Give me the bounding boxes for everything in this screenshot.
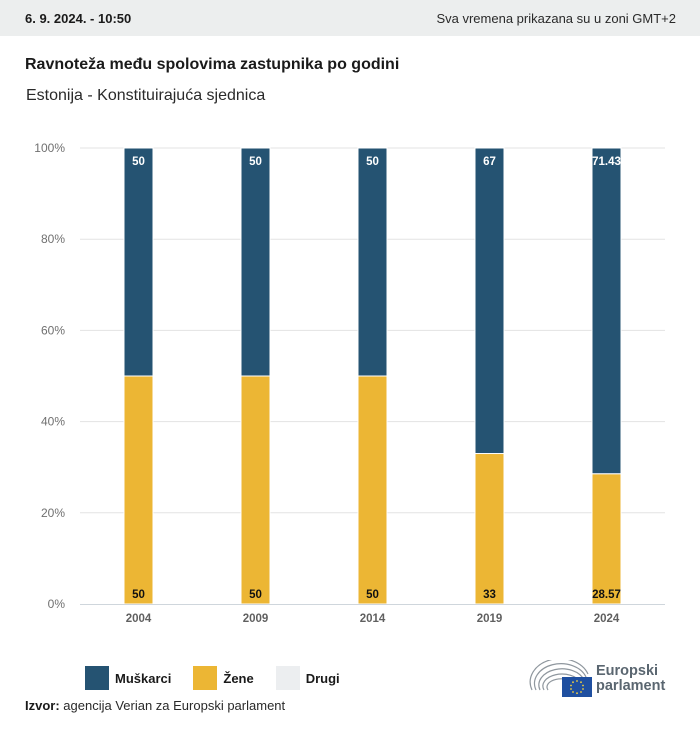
x-axis: 2004 2009 2014 2019 2024	[80, 604, 665, 625]
bar-segment-women	[240, 375, 271, 605]
x-tick-label: 2004	[126, 613, 152, 625]
data-label-women: 28.57	[592, 589, 621, 601]
bars	[123, 147, 622, 605]
legend-label: Žene	[223, 670, 254, 686]
x-tick-label: 2009	[243, 613, 269, 625]
legend-item-women[interactable]: Žene	[193, 666, 254, 690]
bar-segment-women	[123, 375, 154, 605]
source-note: Izvor: agencija Verian za Europski parla…	[25, 698, 285, 713]
x-tick-label: 2024	[594, 613, 620, 625]
parliament-hemicycle-icon	[529, 660, 592, 697]
legend-item-men[interactable]: Muškarci	[85, 666, 171, 690]
logo-line-2: parlament	[596, 678, 666, 694]
y-tick-label: 60%	[41, 323, 65, 337]
data-label-men: 71.43	[592, 156, 621, 168]
logo-text: Europski parlament	[596, 664, 665, 694]
legend-swatch-other	[275, 666, 300, 690]
top-bar: 6. 9. 2024. - 10:50 Sva vremena prikazan…	[0, 0, 700, 36]
y-tick-label: 0%	[48, 597, 66, 611]
bar-segment-women	[474, 453, 505, 605]
timestamp: 6. 9. 2024. - 10:50	[25, 10, 132, 26]
bar-segment-men	[240, 147, 271, 377]
bar-segment-men	[474, 147, 505, 455]
data-label-women: 50	[249, 589, 262, 601]
y-tick-label: 20%	[41, 506, 65, 520]
y-axis-ticks: 0% 20% 40% 60% 80% 100%	[34, 141, 65, 611]
y-tick-label: 80%	[41, 232, 65, 246]
legend-label: Drugi	[305, 670, 340, 686]
legend-swatch-men	[85, 666, 109, 690]
legend-swatch-women	[193, 666, 218, 690]
source-label: Izvor:	[25, 698, 60, 713]
y-tick-label: 40%	[41, 415, 65, 429]
logo-line-1: Europski	[596, 663, 659, 679]
x-tick-label: 2019	[477, 613, 503, 625]
legend-item-other[interactable]: Drugi	[275, 666, 340, 690]
y-tick-label: 100%	[34, 141, 65, 155]
data-label-men: 50	[249, 156, 262, 168]
data-label-women: 33	[483, 589, 496, 601]
chart-subtitle: Estonija - Konstituirajuća sjednica	[26, 87, 266, 104]
eu-flag-icon	[562, 677, 592, 697]
data-label-men: 50	[132, 156, 145, 168]
bar-segment-women	[357, 375, 388, 605]
legend-label: Muškarci	[115, 670, 172, 686]
data-labels: 50 50 50 50 50 50 33 67 28.57 71.43	[132, 156, 621, 601]
data-label-women: 50	[366, 589, 379, 601]
bar-segment-men	[591, 147, 622, 475]
legend: Muškarci Žene Drugi	[85, 666, 362, 690]
timezone-note: Sva vremena prikazana su u zoni GMT+2	[436, 10, 676, 26]
data-label-men: 67	[483, 156, 496, 168]
bar-segment-women	[591, 473, 622, 605]
chart-title: Ravnoteža među spolovima zastupnika po g…	[25, 56, 400, 73]
european-parliament-logo: Europski parlament	[528, 659, 678, 699]
data-label-women: 50	[132, 589, 145, 601]
bar-segment-men	[357, 147, 388, 377]
source-text: agencija Verian za Europski parlament	[59, 698, 286, 713]
x-tick-label: 2014	[360, 613, 386, 625]
bar-segment-men	[123, 147, 154, 377]
data-label-men: 50	[366, 156, 379, 168]
